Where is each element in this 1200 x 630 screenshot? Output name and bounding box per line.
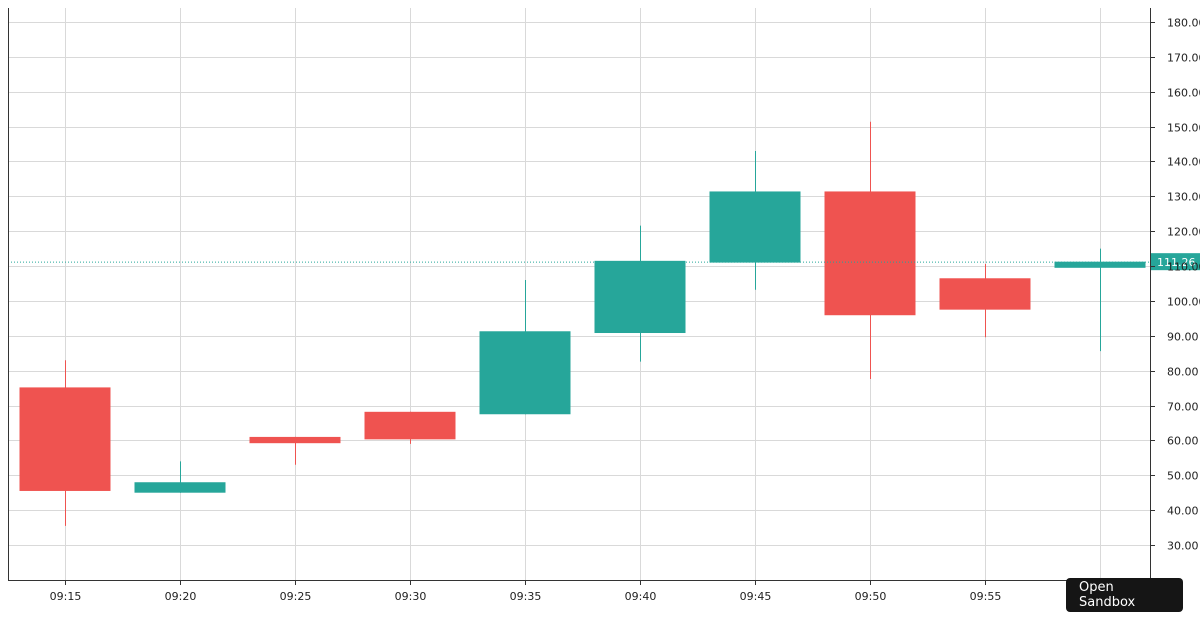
y-tick-label: 140.00 [1167, 156, 1200, 169]
x-tick-label: 09:30 [395, 590, 427, 603]
y-tick-label: 100.00 [1167, 296, 1200, 309]
candle-body [249, 436, 341, 444]
axes: 30.00 40.00 50.00 60.00 70.00 80.00 90.00 100.0… [8, 8, 1200, 603]
y-tick-label: 40.00 [1167, 505, 1199, 518]
last-price-label-bg [1151, 253, 1200, 271]
grid [8, 8, 1150, 580]
y-tick-label: 120.00 [1167, 226, 1200, 239]
y-tick-label: 130.00 [1167, 191, 1200, 204]
x-tick-label: 09:20 [165, 590, 197, 603]
x-tick-label: 09:40 [625, 590, 657, 603]
candle-body [709, 191, 801, 263]
y-tick-label: 70.00 [1167, 401, 1199, 414]
y-tick-label: 80.00 [1167, 366, 1199, 379]
x-tick-label: 09:15 [50, 590, 82, 603]
y-tick-label: 150.00 [1167, 122, 1200, 135]
candle-body [364, 411, 456, 440]
open-sandbox-button[interactable]: Open Sandbox [1066, 578, 1183, 612]
last-price-line: 111.26 [8, 253, 1200, 271]
y-tick-label: 170.00 [1167, 52, 1200, 65]
x-tick-label: 09:50 [855, 590, 887, 603]
candle-body [134, 482, 226, 493]
open-sandbox-label: Open Sandbox [1079, 580, 1136, 610]
y-tick-label: 90.00 [1167, 331, 1199, 344]
last-price-label: 111.26 [1157, 256, 1196, 269]
y-tick-label: 180.00 [1167, 17, 1200, 30]
candles [19, 121, 1146, 526]
y-tick-label: 110.00 [1167, 261, 1200, 274]
x-tick-label: 09:55 [970, 590, 1002, 603]
y-tick-label: 50.00 [1167, 470, 1199, 483]
y-tick-label: 60.00 [1167, 435, 1199, 448]
candle-body [824, 191, 916, 316]
candle-body [1054, 261, 1146, 268]
x-tick-label: 09:35 [510, 590, 542, 603]
y-tick-label: 160.00 [1167, 87, 1200, 100]
x-tick-label: 09:25 [280, 590, 312, 603]
candle-body [479, 331, 571, 415]
x-tick-label: 09:45 [740, 590, 772, 603]
candle-body [939, 278, 1031, 310]
candle-body [19, 387, 111, 491]
candle-body [594, 260, 686, 334]
y-tick-label: 30.00 [1167, 540, 1199, 553]
